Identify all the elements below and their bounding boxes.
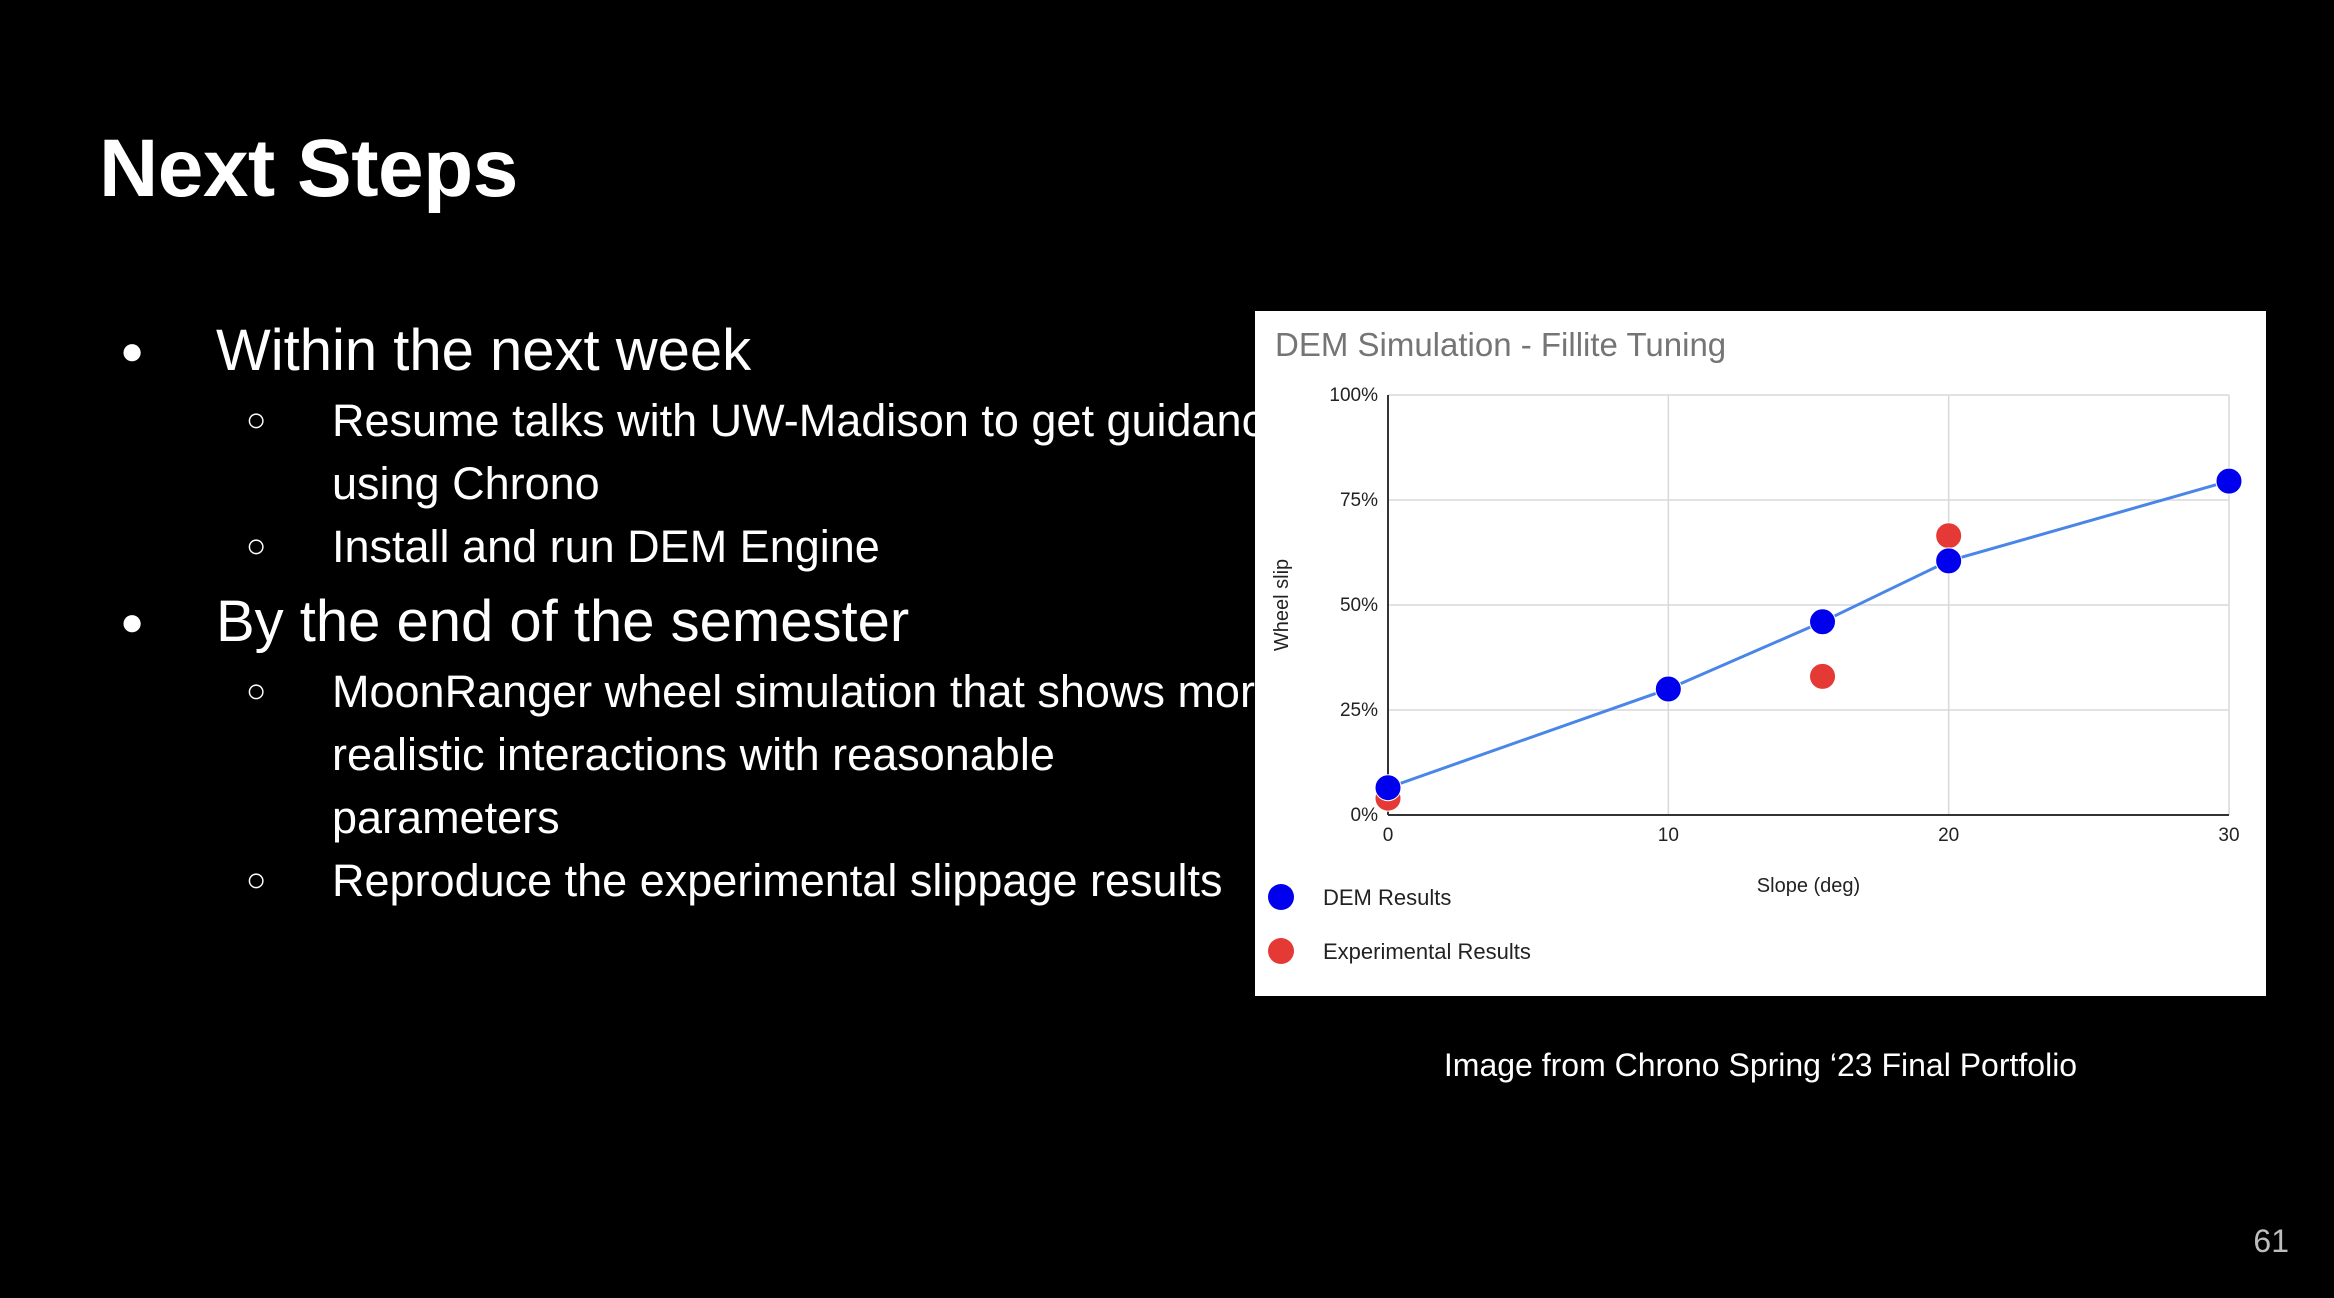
legend-label: DEM Results [1323, 885, 1451, 910]
x-tick-label: 20 [1938, 825, 1959, 846]
bullet-text: Within the next week [216, 318, 752, 383]
y-tick-label: 75% [1340, 490, 1378, 511]
data-point [2215, 467, 2243, 495]
x-tick-label: 10 [1658, 825, 1679, 846]
sub-bullet-text: MoonRanger wheel simulation that shows m… [332, 666, 1280, 843]
page-number: 61 [2253, 1223, 2289, 1259]
scatter-chart: DEM Simulation - Fillite Tuning 0% 25% 50% 7… [1268, 326, 2243, 964]
data-point [1809, 608, 1837, 636]
y-tick-label: 50% [1340, 595, 1378, 616]
data-point [1654, 675, 1682, 703]
chart-title: DEM Simulation - Fillite Tuning [1275, 326, 1726, 363]
x-tick-label: 0 [1383, 825, 1394, 846]
legend-marker [1268, 884, 1294, 910]
sub-bullet-circle-icon: ○ [246, 527, 267, 565]
y-tick-label: 25% [1340, 700, 1378, 721]
sub-bullet-text: Resume talks with UW-Madison to get guid… [332, 395, 1290, 509]
sub-bullet-circle-icon: ○ [246, 401, 267, 439]
sub-bullet-text: Install and run DEM Engine [332, 521, 880, 572]
x-axis-title: Slope (deg) [1757, 875, 1860, 897]
legend-marker [1268, 938, 1294, 964]
data-point [1935, 522, 1963, 550]
series-line [1387, 479, 2230, 790]
x-tick-label: 30 [2218, 825, 2239, 846]
bullet-text: By the end of the semester [216, 589, 910, 654]
legend-label: Experimental Results [1323, 939, 1531, 964]
sub-bullet-circle-icon: ○ [246, 672, 267, 710]
bullet-list: ● Within the next week ○ Resume talks wi… [120, 318, 1289, 907]
bullet-dot-icon: ● [120, 329, 145, 373]
chart-image: DEM Simulation - Fillite Tuning 0% 25% 50% 7… [1255, 311, 2266, 996]
y-axis-title: Wheel slip [1271, 559, 1293, 651]
data-point [1935, 547, 1963, 575]
data-point [1374, 774, 1402, 802]
sub-bullet-text: Reproduce the experimental slippage resu… [332, 855, 1223, 906]
data-point [1809, 662, 1837, 690]
y-tick-label: 0% [1351, 805, 1379, 826]
sub-bullet-circle-icon: ○ [246, 861, 267, 899]
bullet-dot-icon: ● [120, 600, 145, 644]
image-caption: Image from Chrono Spring ‘23 Final Portf… [1443, 1047, 2078, 1083]
slide-title: Next Steps [99, 123, 518, 214]
y-tick-label: 100% [1329, 385, 1378, 406]
